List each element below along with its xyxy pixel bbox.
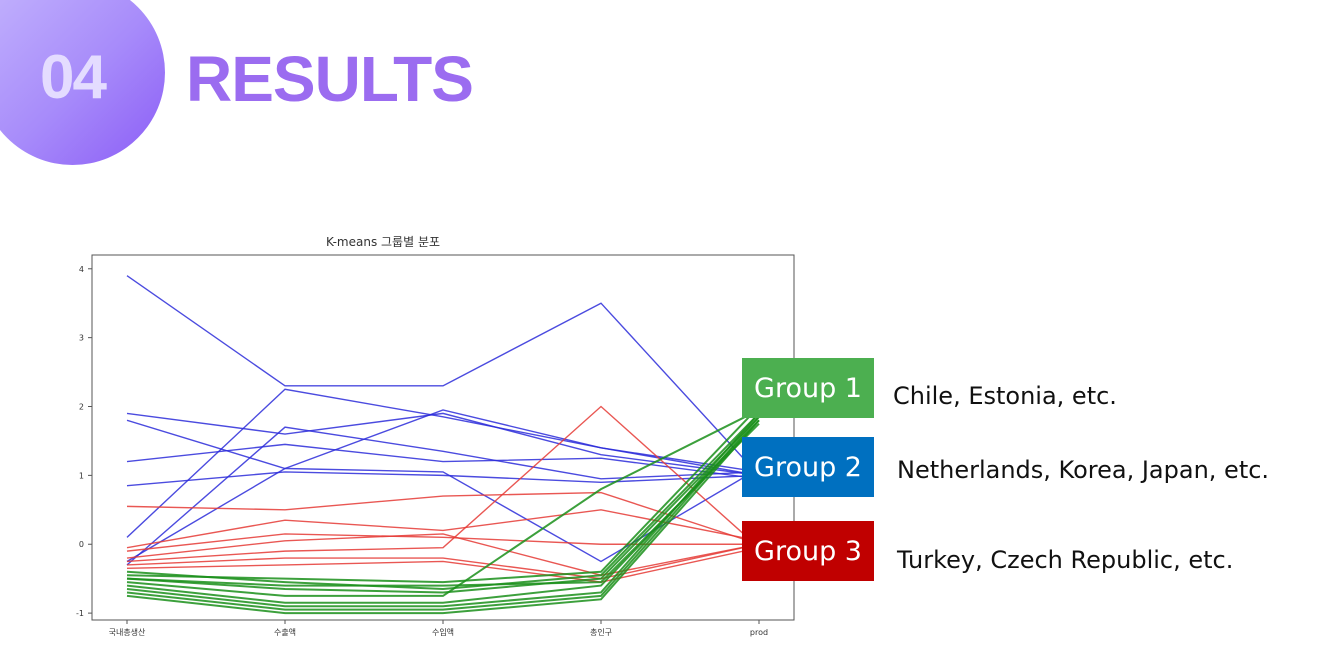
chart-title: K-means 그룹별 분포 bbox=[326, 235, 440, 249]
group-1-description: Chile, Estonia, etc. bbox=[893, 382, 1117, 410]
y-tick-label-1: 1 bbox=[79, 471, 84, 480]
x-tick-label-2: 수입액 bbox=[432, 627, 454, 637]
x-tick-label-4: prod bbox=[750, 628, 768, 637]
series-line-blue-4 bbox=[126, 471, 760, 487]
series-line-red-11 bbox=[126, 405, 760, 563]
series-line-blue-6 bbox=[126, 409, 760, 563]
series-line-green-19 bbox=[126, 412, 760, 608]
series-line-green-22 bbox=[126, 423, 760, 587]
x-tick-label-1: 수출액 bbox=[274, 627, 296, 637]
series-line-green-17 bbox=[126, 409, 760, 597]
section-number: 04 bbox=[40, 43, 107, 112]
x-tick-label-0: 국내총생산 bbox=[109, 627, 146, 637]
series-line-green-15 bbox=[126, 405, 760, 584]
group-3-badge: Group 3 bbox=[742, 521, 874, 581]
series-line-green-21 bbox=[126, 419, 760, 615]
series-line-green-20 bbox=[126, 416, 760, 611]
x-tick-label-3: 총인구 bbox=[590, 627, 612, 637]
series-line-blue-1 bbox=[126, 412, 760, 477]
section-number-blob bbox=[0, 0, 165, 165]
series-line-red-14 bbox=[126, 533, 760, 576]
series-line-green-23 bbox=[126, 412, 760, 591]
series-line-red-10 bbox=[126, 533, 759, 552]
series-line-blue-0 bbox=[126, 275, 760, 476]
y-tick-label-bottom: -1 bbox=[76, 609, 84, 618]
y-tick-label-2: 2 bbox=[79, 403, 84, 412]
series-line-red-13 bbox=[126, 547, 760, 583]
series-line-blue-5 bbox=[126, 388, 760, 538]
series-line-green-16 bbox=[126, 416, 760, 594]
y-tick-label-0: 0 bbox=[79, 540, 84, 549]
plot-frame bbox=[91, 254, 795, 621]
y-tick-label-3: 3 bbox=[79, 334, 84, 343]
series-line-blue-7 bbox=[126, 426, 760, 566]
page-title: RESULTS bbox=[186, 43, 474, 115]
kmeans-parallel-chart: K-means 그룹별 분포 4 3 2 1 0 -1 국내총생산 수출액 수입액 총인구 prod bbox=[76, 235, 795, 637]
group-3-description: Turkey, Czech Republic, etc. bbox=[897, 546, 1234, 574]
series-line-blue-3 bbox=[126, 443, 760, 480]
series-line-red-12 bbox=[126, 543, 760, 580]
y-tick-label-4: 4 bbox=[79, 265, 84, 274]
group-2-badge: Group 2 bbox=[742, 437, 874, 497]
series-line-red-8 bbox=[126, 491, 760, 545]
group-2-description: Netherlands, Korea, Japan, etc. bbox=[897, 456, 1270, 484]
group-1-badge: Group 1 bbox=[742, 358, 874, 418]
